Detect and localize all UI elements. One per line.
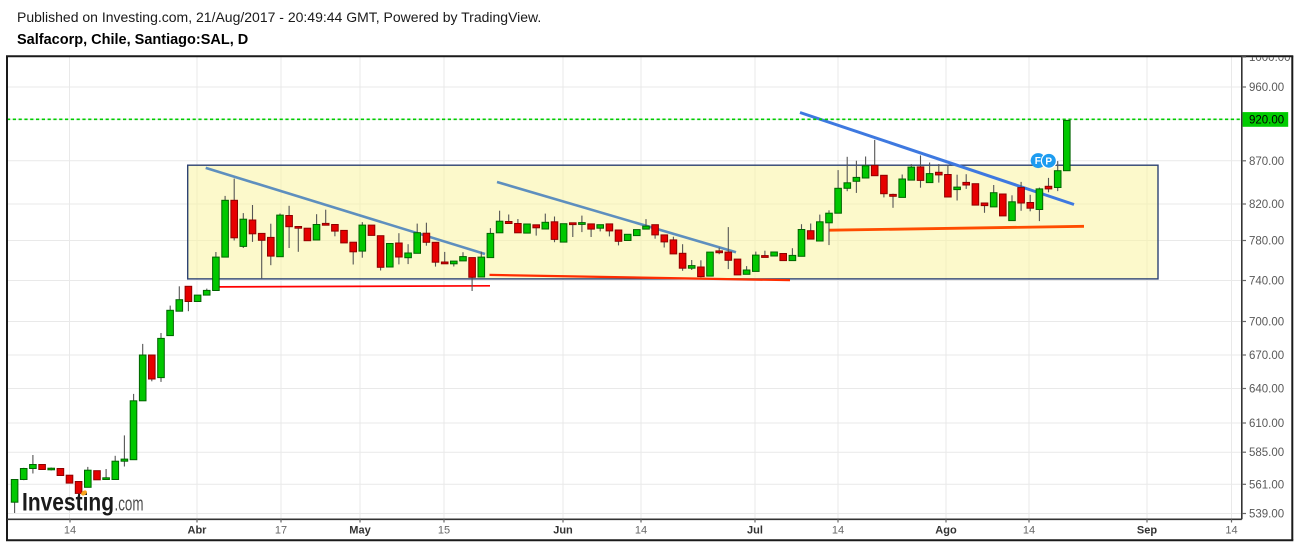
svg-text:561.00: 561.00 xyxy=(1249,479,1284,491)
svg-text:585.00: 585.00 xyxy=(1249,447,1284,459)
svg-text:May: May xyxy=(349,525,371,537)
svg-text:Sep: Sep xyxy=(1137,525,1157,537)
svg-text:P: P xyxy=(1045,156,1052,167)
svg-text:14: 14 xyxy=(832,525,844,537)
svg-text:1000.00: 1000.00 xyxy=(1249,52,1291,64)
svg-text:610.00: 610.00 xyxy=(1249,418,1284,430)
svg-text:Ago: Ago xyxy=(935,525,957,537)
svg-text:F: F xyxy=(1035,156,1041,167)
svg-text:Abr: Abr xyxy=(188,525,208,537)
svg-text:.com: .com xyxy=(115,493,144,516)
svg-text:700.00: 700.00 xyxy=(1249,317,1284,329)
svg-text:539.00: 539.00 xyxy=(1249,509,1284,521)
svg-text:820.00: 820.00 xyxy=(1249,199,1284,211)
svg-text:17: 17 xyxy=(275,525,287,537)
svg-text:670.00: 670.00 xyxy=(1249,350,1284,362)
svg-text:15: 15 xyxy=(438,525,450,537)
svg-text:960.00: 960.00 xyxy=(1249,82,1284,94)
svg-text:780.00: 780.00 xyxy=(1249,236,1284,248)
svg-text:Jul: Jul xyxy=(747,525,763,537)
svg-text:14: 14 xyxy=(1225,525,1237,537)
svg-text:640.00: 640.00 xyxy=(1249,384,1284,396)
svg-text:14: 14 xyxy=(64,525,76,537)
svg-text:14: 14 xyxy=(1023,525,1035,537)
svg-text:14: 14 xyxy=(635,525,647,537)
svg-text:Jun: Jun xyxy=(553,525,573,537)
svg-text:920.00: 920.00 xyxy=(1249,115,1284,127)
svg-text:870.00: 870.00 xyxy=(1249,156,1284,168)
svg-text:Investing: Investing xyxy=(22,489,114,517)
svg-text:740.00: 740.00 xyxy=(1249,276,1284,288)
